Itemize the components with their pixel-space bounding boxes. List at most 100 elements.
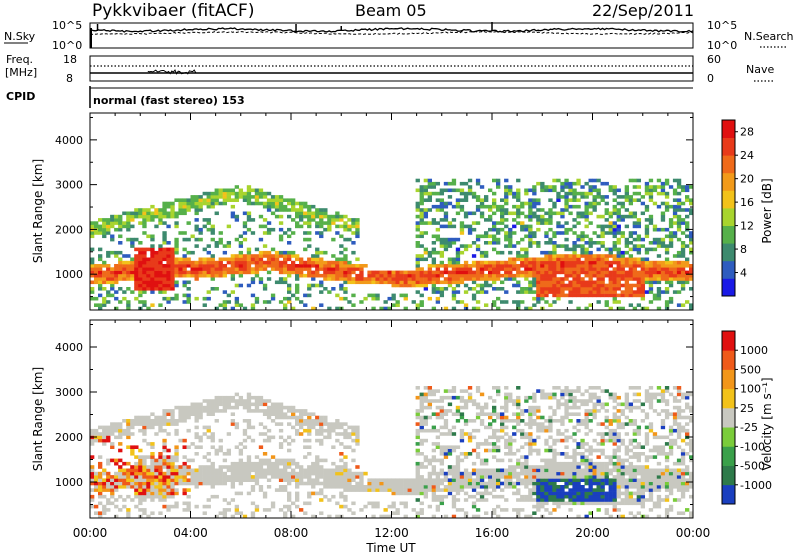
velocity-cell <box>162 448 167 453</box>
power-cell <box>142 257 147 262</box>
velocity-cell <box>552 442 557 446</box>
velocity-cell <box>415 478 420 482</box>
power-cell <box>660 227 666 232</box>
velocity-cell <box>194 419 199 423</box>
power-cell <box>238 250 244 255</box>
velocity-cell <box>126 511 131 515</box>
power-cell <box>556 260 561 265</box>
power-cell <box>94 221 99 225</box>
power-cell <box>150 234 155 239</box>
power-cell <box>319 264 324 268</box>
velocity-cell <box>475 412 481 416</box>
power-cell <box>186 293 191 298</box>
velocity-cell <box>122 419 127 423</box>
colorbar-swatch <box>722 120 735 138</box>
power-cell <box>162 221 167 225</box>
velocity-cell <box>447 445 453 449</box>
power-cell <box>508 188 513 193</box>
power-cell <box>435 273 441 278</box>
power-cell <box>371 273 376 278</box>
power-cell <box>246 195 252 199</box>
power-cell <box>664 300 670 304</box>
velocity-cell <box>419 399 424 403</box>
power-cell <box>427 250 433 255</box>
velocity-cell <box>536 498 541 502</box>
power-cell <box>608 221 613 225</box>
power-cell <box>624 188 630 193</box>
power-cell <box>102 264 107 268</box>
power-cell <box>234 270 240 275</box>
velocity-cell <box>455 405 461 410</box>
velocity-cell <box>154 422 159 426</box>
power-cell <box>102 260 107 265</box>
velocity-cell <box>564 471 569 476</box>
power-cell <box>427 195 433 199</box>
power-cell <box>596 264 601 268</box>
velocity-cell <box>118 458 123 463</box>
velocity-cell <box>206 458 211 463</box>
velocity-cell <box>190 481 195 486</box>
velocity-cell <box>508 448 513 453</box>
velocity-cell <box>427 471 433 476</box>
power-cell <box>258 188 264 193</box>
power-cell <box>206 260 211 265</box>
power-cell <box>572 283 577 288</box>
velocity-cell <box>596 508 601 512</box>
power-cell <box>419 273 424 278</box>
velocity-cell <box>291 514 296 519</box>
velocity-cell <box>544 481 549 486</box>
velocity-cell <box>166 412 171 416</box>
power-cell <box>484 241 489 245</box>
power-cell <box>612 241 617 245</box>
power-cell <box>672 267 678 271</box>
power-cell <box>343 237 348 242</box>
power-cell <box>278 234 284 239</box>
velocity-cell <box>186 481 191 486</box>
velocity-cell <box>170 458 175 463</box>
power-cell <box>504 300 509 304</box>
velocity-cell <box>516 475 521 479</box>
power-cell <box>612 198 617 202</box>
power-cell <box>315 273 320 278</box>
power-cell <box>467 287 473 291</box>
power-cell <box>383 270 388 275</box>
power-cell <box>496 267 501 271</box>
velocity-cell <box>431 465 437 469</box>
velocity-cell <box>170 409 175 413</box>
power-cell <box>427 277 433 281</box>
velocity-cell <box>174 419 179 423</box>
velocity-cell <box>110 442 115 446</box>
power-cell <box>504 224 509 229</box>
velocity-cell <box>600 481 605 486</box>
power-cell <box>660 237 666 242</box>
velocity-cell <box>443 478 449 482</box>
power-cell <box>331 287 336 291</box>
power-cell <box>242 198 248 202</box>
power-cell <box>451 264 457 268</box>
power-cell <box>423 178 429 183</box>
power-cell <box>218 195 223 199</box>
power-cell <box>94 264 99 268</box>
power-cell <box>556 257 561 262</box>
power-cell <box>174 241 179 245</box>
velocity-cell <box>572 405 577 410</box>
power-cell <box>439 270 445 275</box>
power-cell <box>138 277 143 281</box>
power-cell <box>564 198 569 202</box>
power-cell <box>604 218 609 222</box>
velocity-cell <box>158 494 163 499</box>
power-cell <box>431 191 437 196</box>
velocity-cell <box>343 422 348 426</box>
power-cell <box>250 218 256 222</box>
power-cell <box>584 264 589 268</box>
power-cell <box>656 290 662 294</box>
power-cell <box>246 198 252 202</box>
power-cell <box>632 283 638 288</box>
velocity-cell <box>138 415 143 420</box>
power-cell <box>451 257 457 262</box>
velocity-cell <box>415 475 420 479</box>
velocity-cell <box>335 438 340 443</box>
power-cell <box>146 277 151 281</box>
velocity-cell <box>564 468 569 473</box>
power-cell <box>580 277 585 281</box>
